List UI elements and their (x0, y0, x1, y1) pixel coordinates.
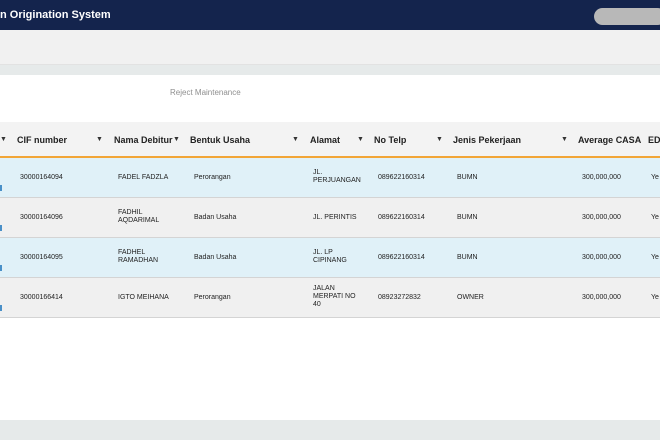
cell-no-telp: 089622160314 (378, 174, 425, 181)
cell-bentuk-usaha: Perorangan (194, 174, 231, 181)
cell-bentuk-usaha: Badan Usaha (194, 254, 237, 261)
filter-icon[interactable]: ▼ (561, 136, 568, 143)
cell-ed: Ye (651, 294, 659, 301)
cell-ed: Ye (651, 174, 659, 181)
filter-icon[interactable]: ▼ (96, 136, 103, 143)
column-header-cif-number[interactable]: CIF number (17, 135, 68, 145)
cell-nama-debitur: IGTO MEIHANA (118, 294, 169, 301)
row-selector[interactable] (0, 225, 2, 231)
cell-nama-debitur: FADEL FADZLA (118, 174, 169, 181)
cell-nama-debitur: FADHIL AQDARIMAL (118, 209, 160, 224)
row-selector[interactable] (0, 265, 2, 271)
table-row[interactable]: 30000166414 IGTO MEIHANA Perorangan JALA… (0, 278, 660, 318)
column-header-no-telp[interactable]: No Telp (374, 135, 407, 145)
cell-average-casa: 300,000,000 (582, 294, 621, 301)
cell-no-telp: 089622160314 (378, 254, 425, 261)
cell-bentuk-usaha: Perorangan (194, 294, 231, 301)
cell-jenis-pekerjaan: BUMN (457, 174, 478, 181)
filter-icon[interactable]: ▼ (292, 136, 299, 143)
cell-no-telp: 089622160314 (378, 214, 425, 221)
toolbar-divider-band (0, 65, 660, 75)
cell-alamat: JL. LP CIPINANG (313, 249, 347, 264)
cell-jenis-pekerjaan: OWNER (457, 294, 484, 301)
filter-icon[interactable]: ▼ (357, 136, 364, 143)
cell-alamat: JALAN MERPATI NO 40 (313, 285, 356, 308)
filter-icon[interactable]: ▼ (173, 136, 180, 143)
cell-average-casa: 300,000,000 (582, 254, 621, 261)
cell-average-casa: 300,000,000 (582, 214, 621, 221)
top-bar: n Origination System (0, 0, 660, 30)
cell-average-casa: 300,000,000 (582, 174, 621, 181)
cell-no-telp: 08923272832 (378, 294, 421, 301)
filter-icon[interactable]: ▼ (0, 136, 7, 143)
row-selector[interactable] (0, 305, 2, 311)
user-menu-pill[interactable] (594, 8, 660, 25)
page-subtitle: Reject Maintenance (170, 88, 241, 97)
cell-alamat: JL. PERINTIS (313, 214, 357, 221)
cell-nama-debitur: FADHEL RAMADHAN (118, 249, 159, 264)
cell-bentuk-usaha: Badan Usaha (194, 214, 237, 221)
table-header: ▼ CIF number ▼ Nama Debitur ▼ Bentuk Usa… (0, 122, 660, 158)
cell-jenis-pekerjaan: BUMN (457, 254, 478, 261)
table-row[interactable]: 30000164094 FADEL FADZLA Perorangan JL. … (0, 158, 660, 198)
column-header-alamat[interactable]: Alamat (310, 135, 341, 145)
cell-alamat: JL. PERJUANGAN (313, 169, 361, 184)
cell-ed: Ye (651, 254, 659, 261)
cell-ed: Ye (651, 214, 659, 221)
column-header-bentuk-usaha[interactable]: Bentuk Usaha (190, 135, 251, 145)
reject-maintenance-table: ▼ CIF number ▼ Nama Debitur ▼ Bentuk Usa… (0, 122, 660, 318)
cell-jenis-pekerjaan: BUMN (457, 214, 478, 221)
column-header-ed[interactable]: ED (648, 135, 660, 145)
footer-band (0, 420, 660, 440)
column-header-average-casa[interactable]: Average CASA (578, 135, 642, 145)
cell-cif: 30000164095 (20, 254, 63, 261)
column-header-nama-debitur[interactable]: Nama Debitur (114, 135, 173, 145)
column-header-jenis-pekerjaan[interactable]: Jenis Pekerjaan (453, 135, 522, 145)
table-row[interactable]: 30000164095 FADHEL RAMADHAN Badan Usaha … (0, 238, 660, 278)
cell-cif: 30000164096 (20, 214, 63, 221)
cell-cif: 30000164094 (20, 174, 63, 181)
toolbar-band (0, 30, 660, 65)
cell-cif: 30000166414 (20, 294, 63, 301)
filter-icon[interactable]: ▼ (436, 136, 443, 143)
table-row[interactable]: 30000164096 FADHIL AQDARIMAL Badan Usaha… (0, 198, 660, 238)
app-title: n Origination System (0, 9, 111, 21)
row-selector[interactable] (0, 185, 2, 191)
